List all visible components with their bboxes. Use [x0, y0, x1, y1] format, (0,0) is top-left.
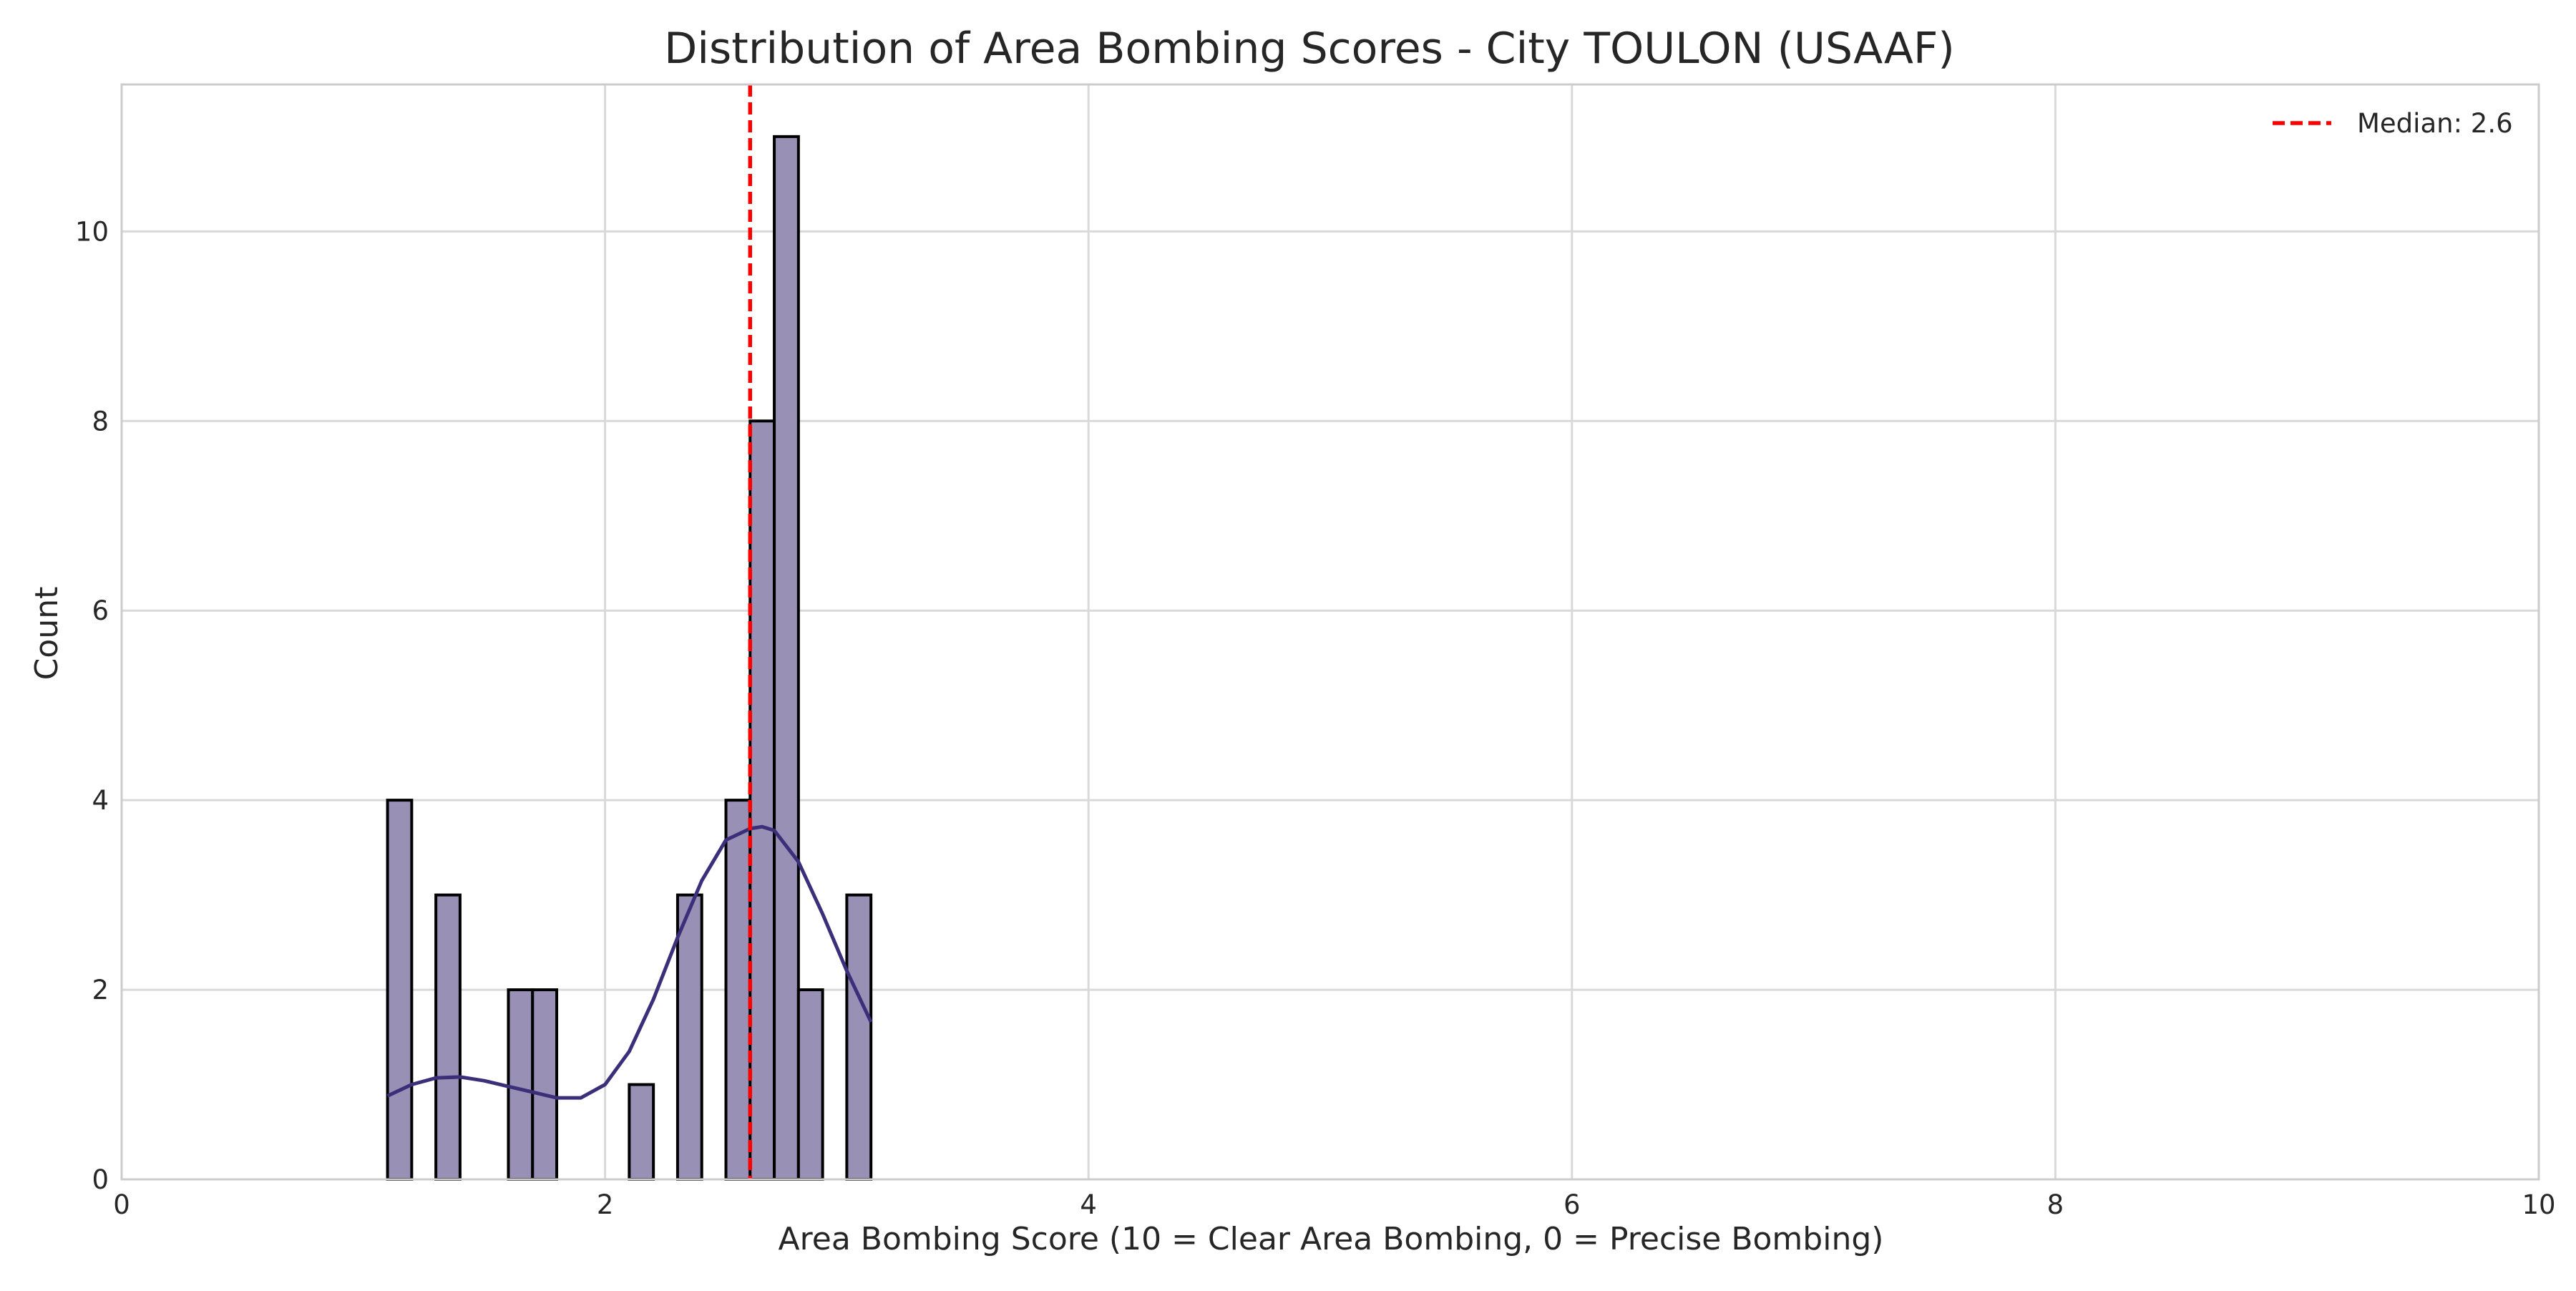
y-axis-label: Count: [29, 587, 65, 681]
ticks-layer: 0 2 4 6 8 10 0 2 4 6 8 10: [75, 216, 2556, 1220]
x-axis-label: Area Bombing Score (10 = Clear Area Bomb…: [779, 1221, 1884, 1257]
grid-layer: [120, 84, 2540, 1181]
histogram-bar: [845, 893, 873, 1181]
x-tick-label: 8: [2047, 1189, 2064, 1220]
histogram-bar: [531, 988, 559, 1181]
kde-layer: [386, 824, 873, 1100]
histogram-bar: [628, 1083, 655, 1181]
histogram-bar: [796, 988, 824, 1181]
x-tick-label: 2: [597, 1189, 614, 1220]
histogram-bar: [434, 893, 462, 1181]
histogram-bar: [773, 135, 800, 1181]
histogram-bar: [386, 799, 414, 1181]
x-tick-label: 4: [1080, 1189, 1097, 1220]
histogram-bar: [724, 799, 752, 1181]
y-tick-label: 0: [92, 1164, 109, 1195]
bars-layer: [386, 135, 873, 1181]
chart-title: Distribution of Area Bombing Scores - Ci…: [664, 24, 1955, 74]
histogram-bar: [748, 419, 776, 1181]
y-tick-label: 10: [75, 216, 109, 247]
axes-layer: [120, 83, 2540, 1181]
kde-curve: [386, 824, 873, 1100]
legend-median-label: Median: 2.6: [2357, 108, 2513, 139]
x-tick-label: 6: [1563, 1189, 1581, 1220]
axes-frame: [120, 83, 2540, 1181]
y-tick-label: 4: [92, 785, 109, 816]
y-tick-label: 6: [92, 595, 109, 626]
y-tick-label: 2: [92, 975, 109, 1005]
x-tick-label: 0: [113, 1189, 130, 1220]
x-tick-label: 10: [2522, 1189, 2555, 1220]
plot-area: [122, 84, 2539, 1179]
y-tick-label: 8: [92, 406, 109, 437]
legend: Median: 2.6: [2253, 94, 2533, 152]
histogram-bar: [507, 988, 535, 1181]
histogram-bar: [675, 893, 703, 1181]
